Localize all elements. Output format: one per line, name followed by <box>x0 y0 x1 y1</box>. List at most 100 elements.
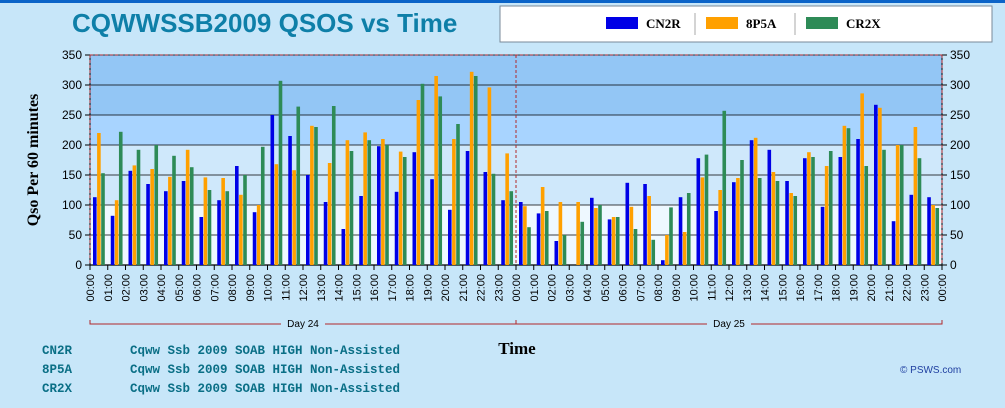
note-text: Cqww Ssb 2009 SOAB HIGH Non-Assisted <box>130 382 400 396</box>
day-label: Day 25 <box>713 319 745 330</box>
bar-cr2x <box>722 110 727 265</box>
bar-cn2r <box>448 209 452 265</box>
bar-cn2r <box>164 191 168 265</box>
bar-8p5a <box>221 178 225 265</box>
bar-8p5a <box>469 71 474 265</box>
x-tick-label: 13:00 <box>316 274 328 302</box>
x-tick-label: 05:00 <box>174 274 186 302</box>
bar-8p5a <box>203 177 208 265</box>
y-tick-label-right: 200 <box>950 138 970 152</box>
bar-8p5a <box>505 153 509 265</box>
notes: CN2R Cqww Ssb 2009 SOAB HIGH Non-Assisted… <box>42 344 400 396</box>
bar-8p5a <box>132 165 137 265</box>
x-tick-label: 20:00 <box>440 274 452 302</box>
bar-8p5a <box>452 139 456 265</box>
bar-cr2x <box>118 131 123 265</box>
x-tick-label: 06:00 <box>618 274 630 302</box>
bar-cn2r <box>767 149 772 265</box>
bar-cn2r <box>110 215 115 265</box>
bar-cn2r <box>217 200 221 265</box>
bar-cr2x <box>101 173 105 265</box>
bar-cn2r <box>785 181 789 265</box>
bar-cn2r <box>377 146 381 265</box>
bar-cr2x <box>367 140 372 265</box>
legend-label-8p5a: 8P5A <box>746 16 777 31</box>
bar-8p5a <box>629 206 634 265</box>
bar-8p5a <box>327 163 332 265</box>
bar-cn2r <box>536 213 541 265</box>
bar-cr2x <box>793 196 798 265</box>
bar-cn2r <box>732 182 736 265</box>
x-tick-label: 14:00 <box>334 274 346 302</box>
x-tick-label: 22:00 <box>476 274 488 302</box>
bar-cr2x <box>154 145 159 265</box>
bar-cn2r <box>909 194 914 265</box>
x-tick-label: 21:00 <box>458 274 470 302</box>
x-tick-label: 01:00 <box>529 274 541 302</box>
chart-title: CQWWSSB2009 QSOS vs Time <box>72 8 457 38</box>
bar-cn2r <box>856 139 860 265</box>
bar-cn2r <box>678 197 683 265</box>
note-call-cn2r: CN2R <box>42 344 73 358</box>
x-tick-label: 15:00 <box>351 274 363 302</box>
bar-cn2r <box>838 157 843 265</box>
x-tick-label: 16:00 <box>795 274 807 302</box>
y-tick-label-right: 50 <box>950 228 964 242</box>
bar-cn2r <box>359 196 363 265</box>
bar-cr2x <box>260 146 265 265</box>
y-tick-label: 250 <box>62 108 82 122</box>
bar-cr2x <box>580 221 585 265</box>
bar-cr2x <box>509 191 514 265</box>
bar-8p5a <box>611 217 616 265</box>
bar-cr2x <box>225 191 230 265</box>
bar-cn2r <box>714 211 718 265</box>
plot-area: 0 0 50 50 100 100 150 150 200 200 250 250 300 300 350 3… <box>62 48 970 302</box>
bar-cn2r <box>288 136 292 265</box>
x-tick-label: 10:00 <box>263 274 275 302</box>
bar-cn2r <box>519 202 523 265</box>
x-tick-label: 08:00 <box>227 274 239 302</box>
x-tick-label: 04:00 <box>582 274 594 302</box>
day-groups: Day 24 Day 25 <box>89 318 943 330</box>
note-call-8p5a: 8P5A <box>42 363 73 377</box>
bar-cr2x <box>686 193 691 265</box>
x-tick-label: 01:00 <box>103 274 115 302</box>
bar-cr2x <box>278 80 283 265</box>
x-tick-label: 16:00 <box>369 274 381 302</box>
bar-cr2x <box>775 181 780 265</box>
bar-cn2r <box>803 158 807 265</box>
y-tick-label: 100 <box>62 198 82 212</box>
bar-cn2r <box>430 179 434 265</box>
bar-cn2r <box>554 241 559 265</box>
x-tick-label: 17:00 <box>387 274 399 302</box>
y-tick-label-right: 100 <box>950 198 970 212</box>
bar-cn2r <box>252 212 257 265</box>
x-tick-label: 00:00 <box>511 274 523 302</box>
x-tick-label: 17:00 <box>813 274 825 302</box>
bar-cn2r <box>483 172 488 265</box>
y-tick-label: 200 <box>62 138 82 152</box>
y-tick-label-right: 250 <box>950 108 970 122</box>
x-tick-label: 10:00 <box>689 274 701 302</box>
bar-8p5a <box>274 164 279 265</box>
bar-cn2r <box>394 191 399 265</box>
bar-8p5a <box>700 177 705 265</box>
x-tick-label: 14:00 <box>760 274 772 302</box>
legend-swatch-cr2x <box>806 17 838 29</box>
y-tick-label: 150 <box>62 168 82 182</box>
bar-cr2x <box>314 127 318 265</box>
bar-cr2x <box>828 151 833 265</box>
x-axis-label: Time <box>498 339 536 358</box>
bar-cr2x <box>207 190 212 265</box>
bar-cn2r <box>874 104 878 265</box>
bar-cn2r <box>128 170 133 265</box>
bar-8p5a <box>523 206 527 265</box>
bar-cr2x <box>633 229 638 265</box>
bar-cn2r <box>749 140 754 265</box>
y-tick-label: 50 <box>69 228 83 242</box>
bar-cr2x <box>811 157 815 265</box>
legend-box <box>499 5 993 43</box>
bar-cr2x <box>651 239 656 265</box>
x-tick-label: 05:00 <box>600 274 612 302</box>
legend: CN2R 8P5A CR2X <box>499 5 993 43</box>
